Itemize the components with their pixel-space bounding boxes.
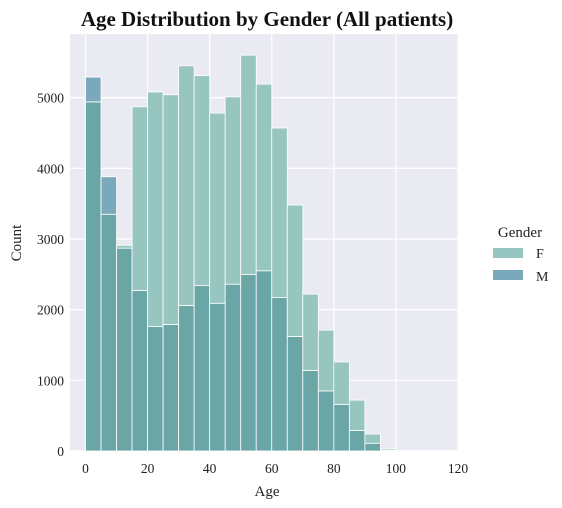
bar-f-bin-50 <box>240 54 257 275</box>
bar-f-bin-15 <box>131 106 149 291</box>
bar-m-bin-0 <box>85 76 102 103</box>
bar-overlap-bin-10 <box>116 247 133 452</box>
bar-f-bin-60 <box>271 127 288 299</box>
y-tick-label: 5000 <box>37 91 64 106</box>
bar-f-bin-20 <box>147 91 164 328</box>
x-tick-label: 120 <box>448 461 469 476</box>
bar-f-bin-85 <box>348 399 366 431</box>
chart-title: Age Distribution by Gender (All patients… <box>81 7 453 31</box>
bar-overlap-bin-30 <box>178 305 195 452</box>
x-tick-label: 80 <box>327 461 341 476</box>
bar-overlap-bin-20 <box>147 326 164 452</box>
bar-f-bin-75 <box>317 329 335 392</box>
bar-overlap-bin-50 <box>240 273 257 452</box>
y-axis-label: Count <box>9 224 25 262</box>
bar-overlap-bin-60 <box>271 297 288 452</box>
bar-overlap-bin-65 <box>286 336 304 452</box>
bar-overlap-bin-55 <box>255 270 273 452</box>
bar-overlap-bin-40 <box>209 302 226 452</box>
bar-overlap-bin-80 <box>333 403 350 452</box>
legend-swatch-f <box>493 248 523 258</box>
legend-swatch-m <box>493 270 523 280</box>
bar-overlap-bin-90 <box>364 442 381 452</box>
y-tick-label: 0 <box>57 444 64 459</box>
x-tick-label: 60 <box>265 461 279 476</box>
y-tick-label: 4000 <box>37 161 64 176</box>
bar-f-bin-25 <box>162 94 180 325</box>
bar-overlap-bin-5 <box>100 213 117 452</box>
bar-f-bin-70 <box>302 293 319 371</box>
histogram-bars <box>85 54 397 452</box>
bar-overlap-bin-35 <box>193 285 211 452</box>
x-tick-label: 0 <box>82 461 89 476</box>
y-tick-label: 1000 <box>37 373 64 388</box>
bar-overlap-bin-25 <box>162 324 180 452</box>
x-tick-label: 20 <box>141 461 155 476</box>
bar-f-bin-45 <box>224 96 242 285</box>
bar-f-bin-10 <box>116 244 133 249</box>
bar-f-bin-80 <box>333 361 350 405</box>
bar-f-bin-65 <box>286 204 304 337</box>
bar-f-bin-90 <box>364 433 381 444</box>
y-axis-ticks: 0 1000 2000 3000 4000 5000 <box>37 91 64 459</box>
bar-overlap-bin-45 <box>224 283 242 452</box>
bar-m-bin-5 <box>100 176 117 215</box>
bar-overlap-bin-70 <box>302 370 319 452</box>
bar-f-bin-55 <box>255 83 273 272</box>
bar-overlap-bin-85 <box>348 430 366 452</box>
bar-overlap-bin-75 <box>317 390 335 452</box>
y-tick-label: 2000 <box>37 303 64 318</box>
bar-overlap-bin-15 <box>131 290 149 452</box>
bar-f-bin-95 <box>379 448 397 451</box>
x-tick-label: 40 <box>203 461 217 476</box>
bar-f-bin-30 <box>178 65 195 306</box>
y-tick-label: 3000 <box>37 232 64 247</box>
legend-title: Gender <box>498 225 542 241</box>
bar-overlap-bin-0 <box>85 101 102 452</box>
bar-f-bin-40 <box>209 112 226 304</box>
x-tick-label: 100 <box>386 461 407 476</box>
legend-label-m: M <box>536 270 549 285</box>
bar-f-bin-35 <box>193 75 211 287</box>
legend: Gender F M <box>493 225 549 285</box>
x-axis-label: Age <box>255 484 280 500</box>
legend-label-f: F <box>536 247 544 262</box>
x-axis-ticks: 0 20 40 60 80 100 120 <box>82 461 468 476</box>
